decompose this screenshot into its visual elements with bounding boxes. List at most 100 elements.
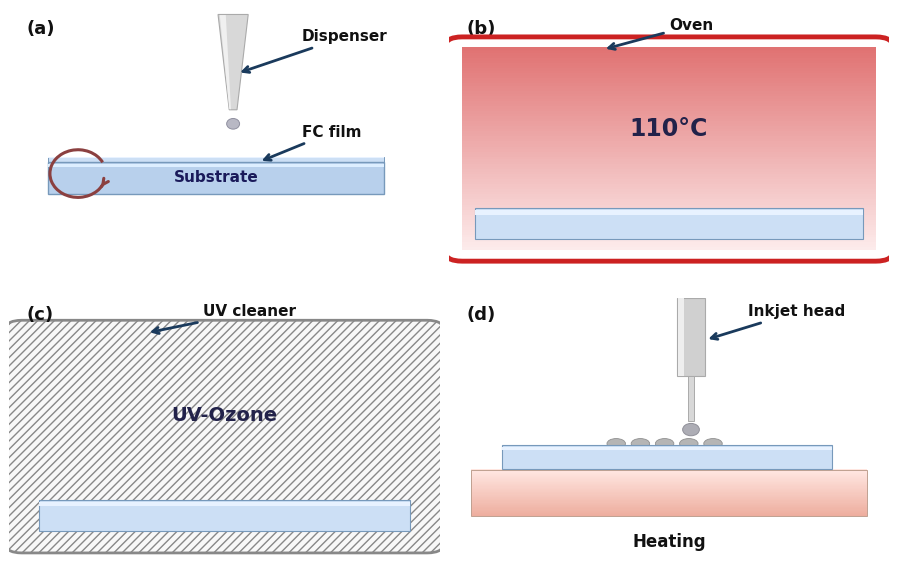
Bar xyxy=(462,87,876,91)
Bar xyxy=(462,52,876,55)
Bar xyxy=(471,476,867,478)
Text: Inkjet head: Inkjet head xyxy=(711,304,845,339)
Bar xyxy=(471,502,867,505)
Ellipse shape xyxy=(656,439,674,449)
Text: UV-Ozone: UV-Ozone xyxy=(172,406,277,425)
Bar xyxy=(462,95,876,99)
Bar xyxy=(462,178,876,182)
Bar xyxy=(462,198,876,202)
Text: Substrate: Substrate xyxy=(173,171,259,185)
Bar xyxy=(471,469,867,471)
Text: (d): (d) xyxy=(467,306,496,324)
Bar xyxy=(471,484,867,486)
Text: (b): (b) xyxy=(467,20,496,38)
Text: UV cleaner: UV cleaner xyxy=(153,304,296,333)
Bar xyxy=(462,107,876,111)
FancyBboxPatch shape xyxy=(4,320,445,553)
Bar xyxy=(462,215,876,220)
FancyBboxPatch shape xyxy=(475,210,863,215)
Ellipse shape xyxy=(704,439,722,449)
Bar xyxy=(462,206,876,210)
Bar xyxy=(462,64,876,68)
Bar xyxy=(462,85,876,89)
Bar xyxy=(462,201,876,204)
Bar xyxy=(462,241,876,245)
Bar xyxy=(471,505,867,507)
Bar xyxy=(462,150,876,154)
Bar xyxy=(462,168,876,172)
Bar xyxy=(471,488,867,491)
Bar xyxy=(462,135,876,139)
Bar xyxy=(471,470,867,516)
Bar xyxy=(462,67,876,71)
Bar xyxy=(462,75,876,78)
Bar xyxy=(462,123,876,126)
Bar xyxy=(462,133,876,137)
Bar xyxy=(471,495,867,498)
Bar xyxy=(462,218,876,222)
Bar xyxy=(462,130,876,134)
Bar xyxy=(471,492,867,495)
Bar xyxy=(471,509,867,512)
Bar xyxy=(462,79,876,84)
FancyBboxPatch shape xyxy=(48,164,384,168)
FancyBboxPatch shape xyxy=(677,298,705,376)
Bar xyxy=(462,211,876,215)
Bar xyxy=(471,475,867,477)
Bar xyxy=(462,223,876,227)
Bar xyxy=(471,491,867,493)
Bar xyxy=(462,221,876,225)
Text: (c): (c) xyxy=(26,306,53,324)
Bar xyxy=(462,138,876,141)
Bar xyxy=(462,155,876,159)
Bar xyxy=(462,226,876,230)
Bar xyxy=(462,120,876,124)
Polygon shape xyxy=(218,15,248,110)
Bar xyxy=(462,196,876,200)
Bar xyxy=(462,190,876,194)
Bar xyxy=(462,160,876,164)
Bar xyxy=(462,77,876,81)
Bar xyxy=(471,494,867,497)
Bar xyxy=(471,500,867,503)
Bar xyxy=(462,238,876,242)
Bar xyxy=(462,140,876,144)
Bar xyxy=(471,513,867,515)
Bar xyxy=(471,470,867,472)
Text: Dispenser: Dispenser xyxy=(243,29,388,72)
Ellipse shape xyxy=(607,439,625,449)
FancyBboxPatch shape xyxy=(502,447,832,450)
Bar xyxy=(688,376,694,421)
Bar xyxy=(462,188,876,192)
Bar xyxy=(462,89,876,93)
Bar xyxy=(462,183,876,187)
Bar xyxy=(471,483,867,485)
Bar xyxy=(462,163,876,166)
FancyBboxPatch shape xyxy=(40,502,409,506)
Bar xyxy=(471,474,867,476)
Bar xyxy=(462,47,876,51)
Bar xyxy=(471,478,867,481)
Bar xyxy=(462,92,876,96)
Bar xyxy=(471,486,867,489)
Bar xyxy=(462,152,876,157)
Bar xyxy=(462,203,876,207)
Ellipse shape xyxy=(680,439,698,449)
FancyBboxPatch shape xyxy=(502,445,832,469)
Bar xyxy=(462,145,876,149)
Bar xyxy=(471,501,867,504)
Bar xyxy=(471,471,867,474)
Text: Oven: Oven xyxy=(609,18,713,49)
Bar xyxy=(462,193,876,197)
FancyBboxPatch shape xyxy=(475,208,863,239)
Polygon shape xyxy=(220,15,231,109)
Bar xyxy=(471,507,867,510)
Bar xyxy=(471,489,867,492)
Bar xyxy=(471,498,867,500)
Bar xyxy=(471,479,867,482)
Bar xyxy=(462,148,876,152)
Bar xyxy=(471,477,867,479)
Ellipse shape xyxy=(631,439,649,449)
Bar xyxy=(462,82,876,86)
Bar xyxy=(462,244,876,248)
